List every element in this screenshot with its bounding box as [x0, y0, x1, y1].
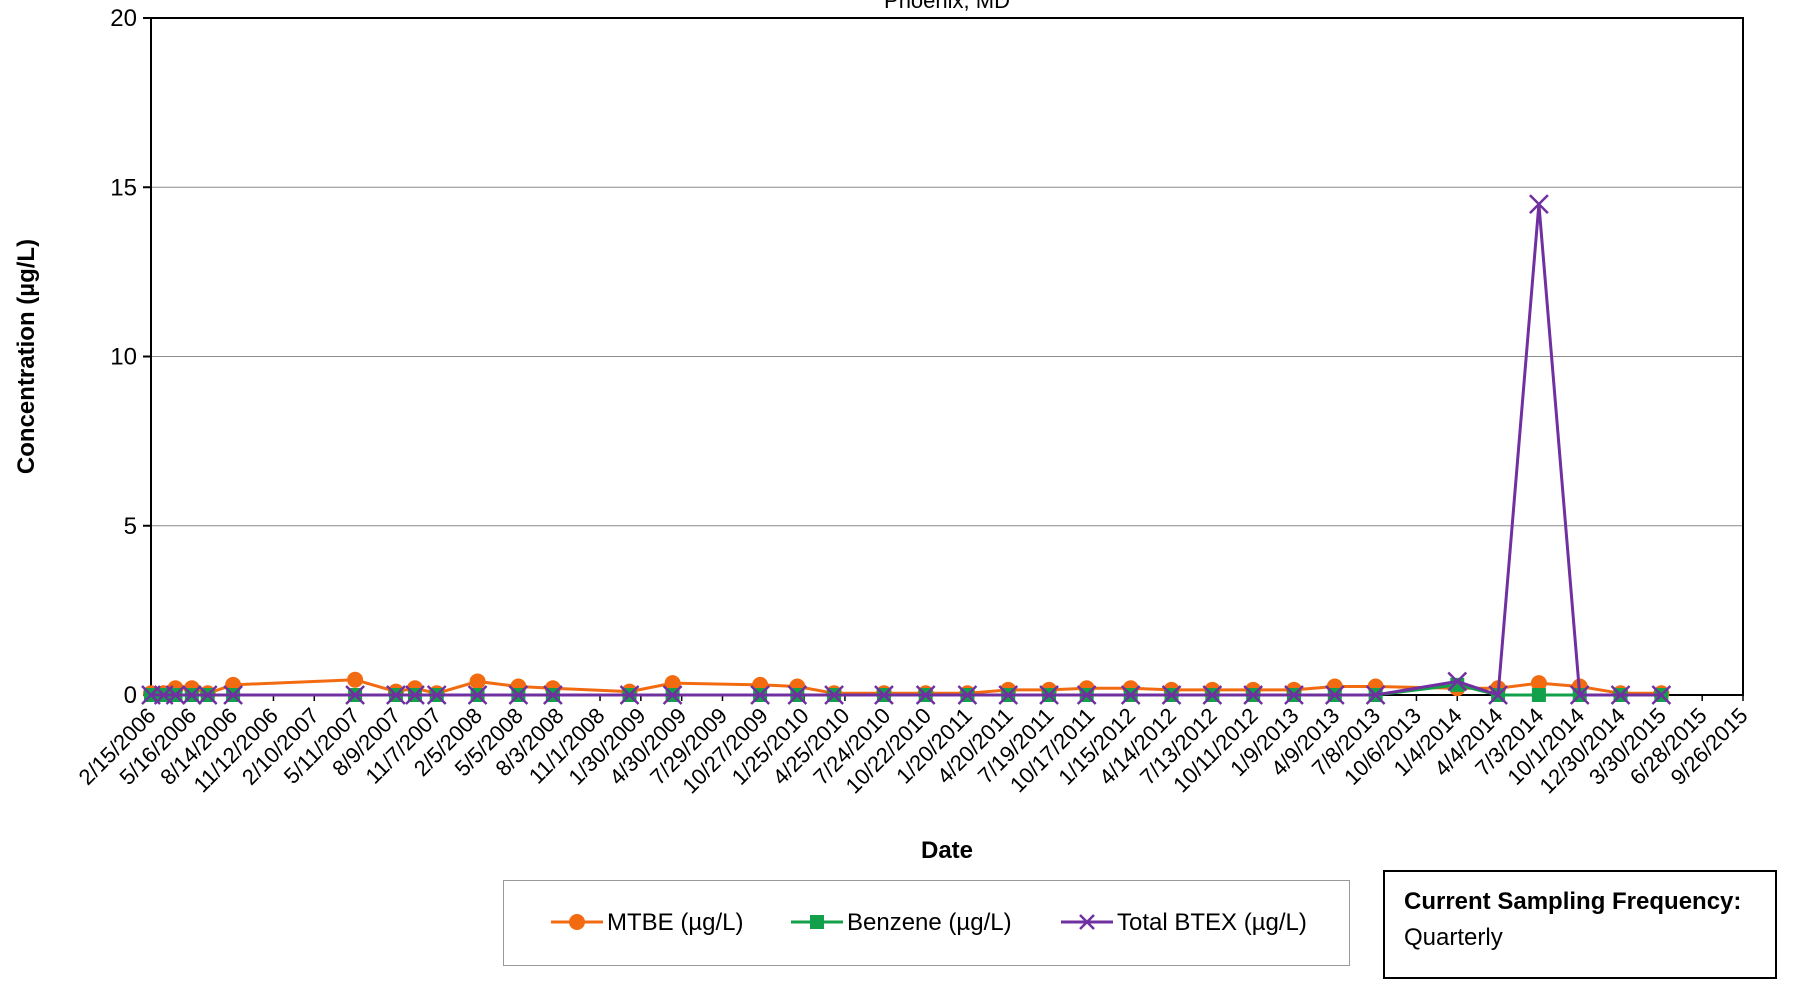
- y-tick-label: 10: [110, 344, 137, 371]
- data-point-total: [1529, 194, 1549, 215]
- legend-swatch-benzene: [791, 915, 843, 929]
- data-point-mtbe: [664, 675, 681, 692]
- data-point-mtbe: [1530, 675, 1547, 692]
- legend-label-benzene: Benzene (µg/L): [847, 909, 1012, 936]
- data-point-total: [1447, 671, 1468, 692]
- legend-swatch-mtbe: [551, 914, 603, 930]
- y-tick-label: 5: [124, 513, 137, 540]
- data-point-benzene: [1531, 688, 1546, 702]
- data-point-total: [1076, 685, 1097, 705]
- legend: MTBE (µg/L) Benzene (µg/L) Total BTEX (µ…: [503, 880, 1350, 966]
- data-point-total: [1569, 685, 1590, 705]
- data-point-total: [165, 685, 186, 705]
- data-point-total: [915, 685, 936, 705]
- sampling-frequency-box: Current Sampling Frequency: Quarterly: [1383, 870, 1777, 979]
- data-point-total: [467, 685, 488, 705]
- data-point-total: [426, 685, 447, 705]
- series-benzene: [144, 677, 1669, 702]
- x-axis-ticks: 2/15/20065/16/20068/14/200611/12/20062/1…: [74, 695, 1753, 798]
- data-point-total: [1161, 685, 1182, 705]
- data-point-total: [1488, 685, 1508, 705]
- y-axis-title: Concentration (µg/L): [13, 239, 40, 474]
- data-point-mtbe: [469, 673, 486, 690]
- data-point-total: [1284, 685, 1304, 705]
- data-point-total: [998, 685, 1019, 705]
- data-point-total: [223, 685, 243, 705]
- data-point-total: [1610, 685, 1631, 705]
- legend-label-total-btex: Total BTEX (µg/L): [1117, 909, 1307, 936]
- data-point-total: [1365, 685, 1386, 705]
- data-point-total: [1120, 685, 1141, 705]
- y-axis-ticks: 0 5 10 15 20: [110, 5, 151, 709]
- y-tick-label: 0: [124, 682, 137, 709]
- series-line-total: [151, 204, 1662, 698]
- data-point-total: [542, 685, 563, 705]
- data-point-total: [787, 685, 808, 705]
- data-point-total: [1651, 685, 1672, 705]
- grid-lines: [151, 186, 1743, 527]
- y-tick-label: 15: [110, 174, 137, 201]
- data-point-total: [874, 685, 894, 705]
- data-point-total: [345, 685, 365, 705]
- legend-label-mtbe: MTBE (µg/L): [607, 909, 744, 936]
- data-point-total: [1243, 685, 1264, 705]
- data-point-total: [957, 685, 978, 705]
- data-point-total: [508, 685, 529, 705]
- data-point-total: [619, 685, 640, 705]
- data-point-total: [662, 685, 683, 705]
- x-axis-title: Date: [921, 837, 973, 864]
- data-point-total: [1202, 685, 1223, 705]
- chart-title: Phoenix, MD: [884, 0, 1010, 13]
- sampling-frequency-title: Current Sampling Frequency:: [1404, 888, 1742, 915]
- data-point-total: [405, 685, 425, 705]
- series-total: [141, 194, 1672, 705]
- data-point-total: [386, 685, 406, 705]
- data-point-total: [824, 685, 844, 705]
- series-layer: [141, 194, 1672, 705]
- data-point-total: [181, 685, 202, 705]
- data-point-total: [197, 685, 218, 705]
- data-point-total: [750, 685, 771, 705]
- y-tick-label: 20: [110, 5, 137, 32]
- sampling-frequency-value: Quarterly: [1404, 924, 1503, 951]
- legend-swatch-total-btex: [1061, 914, 1113, 930]
- data-point-mtbe: [347, 671, 364, 688]
- data-point-total: [1039, 685, 1059, 705]
- data-point-total: [1324, 685, 1345, 705]
